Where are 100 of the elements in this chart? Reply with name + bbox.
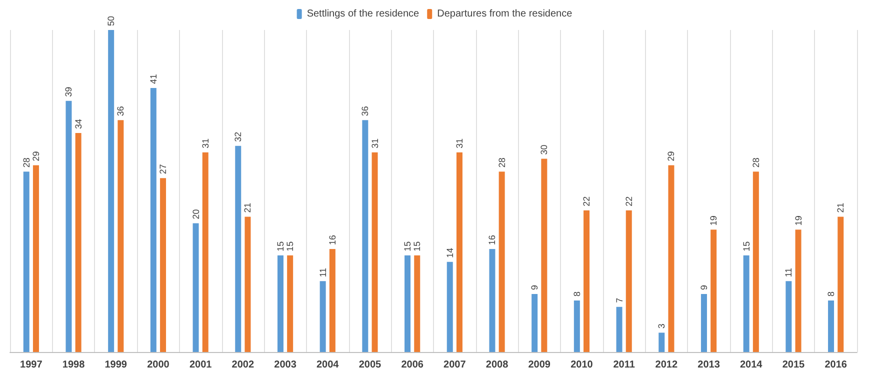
data-label: 30 bbox=[539, 144, 550, 155]
bar bbox=[838, 216, 844, 352]
data-label: 31 bbox=[370, 138, 380, 148]
data-label: 31 bbox=[200, 138, 210, 148]
x-tick-label: 2000 bbox=[147, 360, 170, 370]
bar bbox=[574, 300, 580, 352]
x-tick-label: 1998 bbox=[62, 360, 86, 370]
data-label: 15 bbox=[275, 241, 286, 252]
data-label: 14 bbox=[444, 248, 455, 258]
bar bbox=[795, 230, 802, 352]
data-label: 50 bbox=[106, 16, 116, 26]
data-label: 41 bbox=[148, 74, 158, 84]
bar bbox=[616, 306, 622, 352]
bar bbox=[414, 255, 420, 352]
data-label: 36 bbox=[360, 106, 370, 116]
bar bbox=[743, 255, 750, 352]
bar bbox=[668, 165, 674, 352]
x-tick-label: 2011 bbox=[613, 360, 636, 370]
data-label: 19 bbox=[708, 216, 719, 226]
data-label: 20 bbox=[190, 209, 201, 220]
bar bbox=[498, 172, 505, 352]
bar bbox=[710, 230, 717, 352]
data-label: 19 bbox=[793, 216, 804, 226]
x-tick-label: 2014 bbox=[740, 360, 763, 370]
bar bbox=[23, 172, 30, 352]
x-tick-label: 2013 bbox=[698, 360, 720, 370]
bar bbox=[32, 165, 39, 352]
data-label: 9 bbox=[698, 285, 709, 290]
bar bbox=[532, 294, 538, 352]
bar bbox=[456, 152, 462, 352]
bar bbox=[66, 100, 72, 352]
bar bbox=[75, 133, 82, 352]
x-tick-label: 2008 bbox=[486, 360, 509, 370]
x-tick-label: 2007 bbox=[444, 360, 466, 370]
data-label: 39 bbox=[64, 86, 74, 97]
data-label: 15 bbox=[412, 241, 422, 252]
bar bbox=[372, 152, 378, 352]
data-label: 8 bbox=[572, 291, 582, 296]
data-label: 36 bbox=[116, 106, 126, 116]
bar bbox=[489, 248, 496, 352]
data-label: 28 bbox=[496, 158, 507, 168]
bar bbox=[404, 255, 411, 352]
data-label: 34 bbox=[73, 119, 84, 130]
bar bbox=[118, 120, 124, 352]
data-label: 15 bbox=[741, 241, 752, 252]
bar bbox=[235, 146, 242, 352]
bar bbox=[626, 210, 632, 352]
bar bbox=[320, 281, 326, 352]
data-label: 15 bbox=[285, 241, 296, 252]
data-label: 28 bbox=[21, 158, 32, 168]
bar bbox=[541, 158, 548, 352]
bar bbox=[108, 30, 114, 352]
x-tick-label: 1999 bbox=[104, 360, 128, 370]
bar bbox=[658, 332, 665, 352]
data-label: 3 bbox=[656, 324, 667, 329]
x-tick-label: 2002 bbox=[232, 360, 254, 370]
bar bbox=[828, 300, 834, 352]
bar bbox=[150, 88, 156, 352]
x-tick-label: 2005 bbox=[358, 360, 382, 370]
bar bbox=[329, 248, 336, 352]
bar bbox=[700, 294, 707, 352]
x-tick-label: 1997 bbox=[20, 360, 43, 370]
data-label: 8 bbox=[826, 291, 836, 296]
bar bbox=[287, 255, 294, 352]
bar bbox=[160, 178, 166, 352]
x-tick-label: 2006 bbox=[401, 360, 424, 370]
data-label: 15 bbox=[402, 241, 413, 252]
x-tick-label: 2015 bbox=[782, 360, 806, 370]
data-label: 31 bbox=[454, 138, 464, 148]
x-tick-label: 2001 bbox=[189, 360, 212, 370]
data-label: 16 bbox=[327, 234, 338, 245]
data-label: 7 bbox=[614, 298, 624, 303]
data-label: 21 bbox=[242, 202, 253, 213]
data-label: 29 bbox=[666, 151, 676, 162]
data-label: 22 bbox=[624, 196, 634, 206]
bar bbox=[786, 281, 792, 352]
bar bbox=[192, 223, 199, 352]
x-tick-label: 2004 bbox=[316, 360, 340, 370]
bar bbox=[362, 120, 368, 352]
x-tick-label: 2016 bbox=[824, 360, 848, 370]
data-label: 11 bbox=[784, 268, 794, 278]
legend-label: Settlings of the residence bbox=[306, 8, 420, 20]
bar bbox=[752, 172, 759, 352]
x-tick-label: 2010 bbox=[570, 360, 594, 370]
bar bbox=[584, 210, 590, 352]
data-label: 21 bbox=[836, 202, 846, 213]
data-label: 28 bbox=[750, 158, 761, 168]
x-tick-label: 2009 bbox=[528, 360, 551, 370]
bar bbox=[446, 262, 453, 352]
data-label: 27 bbox=[158, 164, 168, 174]
bar bbox=[244, 216, 251, 352]
x-tick-label: 2012 bbox=[655, 360, 678, 370]
data-label: 9 bbox=[530, 285, 540, 290]
bar bbox=[202, 152, 208, 352]
data-label: 16 bbox=[487, 234, 498, 245]
data-label: 22 bbox=[582, 196, 592, 206]
data-label: 29 bbox=[30, 151, 41, 162]
legend-label: Departures from the residence bbox=[437, 8, 573, 20]
bar bbox=[277, 255, 284, 352]
x-tick-label: 2003 bbox=[274, 360, 297, 370]
